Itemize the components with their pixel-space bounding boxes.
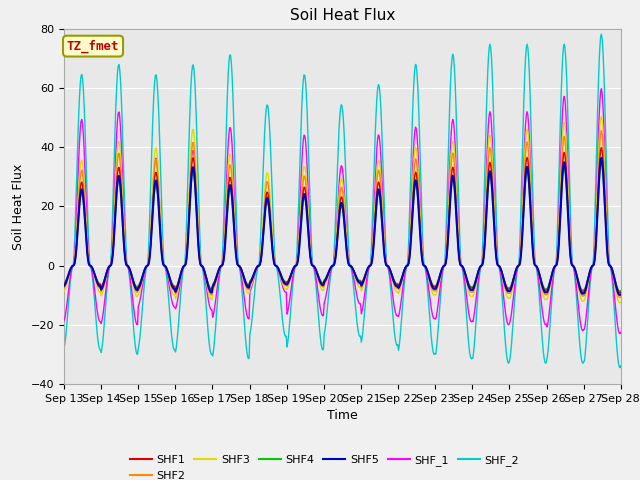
X-axis label: Time: Time [327,409,358,422]
SHF_1 [410,138,418,144]
SHF1 [60,281,68,287]
Line: SHF_1: SHF_1 [64,89,621,334]
SHF4 [127,271,135,276]
SHF_2 [184,175,192,180]
SHF1 [127,271,135,277]
SHF1 [214,271,221,276]
SHF3 [127,274,135,280]
SHF1 [426,277,434,283]
SHF2 [426,280,434,286]
SHF4 [214,270,221,276]
SHF2 [127,273,135,278]
SHF_2 [410,76,418,82]
SHF4 [70,262,78,268]
Line: SHF5: SHF5 [64,158,621,295]
Line: SHF1: SHF1 [64,147,621,293]
SHF5 [60,283,68,289]
SHF_1 [426,299,434,304]
SHF2 [60,285,68,291]
SHF3 [70,261,78,266]
SHF5 [617,291,625,297]
SHF_2 [616,365,624,371]
SHF4 [410,192,418,197]
Y-axis label: Soil Heat Flux: Soil Heat Flux [12,163,25,250]
SHF_1 [184,224,192,230]
SHF_2 [598,31,605,37]
Line: SHF2: SHF2 [64,131,621,298]
SHF3 [598,114,605,120]
SHF_2 [70,252,78,258]
SHF_1 [70,260,78,265]
SHF_1 [60,318,68,324]
SHF_1 [616,331,624,336]
SHF3 [617,299,625,305]
SHF3 [616,300,624,306]
SHF2 [410,168,418,174]
SHF5 [410,188,418,193]
SHF5 [214,272,221,277]
Line: SHF_2: SHF_2 [64,34,621,368]
SHF5 [70,262,78,268]
SHF2 [214,272,221,278]
SHF5 [598,155,605,161]
SHF1 [616,290,624,296]
SHF1 [617,289,625,295]
SHF4 [617,288,625,294]
Line: SHF4: SHF4 [64,163,621,291]
SHF5 [426,278,434,284]
SHF_2 [426,322,434,328]
Legend: SHF1, SHF2, SHF3, SHF4, SHF5, SHF_1, SHF_2: SHF1, SHF2, SHF3, SHF4, SHF5, SHF_1, SHF… [125,451,524,480]
SHF_2 [214,300,221,305]
SHF_1 [617,329,625,335]
SHF2 [617,294,625,300]
SHF1 [598,144,605,150]
SHF_2 [617,363,625,369]
SHF4 [598,160,605,166]
SHF3 [60,288,68,294]
SHF_1 [598,86,605,92]
SHF5 [184,238,192,243]
SHF1 [410,180,418,186]
SHF3 [184,217,192,223]
SHF4 [426,276,434,282]
SHF_1 [214,284,221,289]
SHF_1 [127,285,135,290]
SHF2 [184,231,192,237]
SHF3 [214,274,221,279]
Text: TZ_fmet: TZ_fmet [67,39,119,53]
SHF2 [616,295,624,300]
SHF4 [616,288,624,294]
SHF1 [70,262,78,268]
SHF3 [410,156,418,162]
SHF5 [127,272,135,277]
SHF2 [70,262,78,268]
Line: SHF3: SHF3 [64,117,621,303]
SHF4 [184,239,192,245]
SHF_2 [60,346,68,351]
SHF2 [598,128,605,133]
SHF4 [60,280,68,286]
SHF3 [426,283,434,288]
SHF5 [616,292,624,298]
Title: Soil Heat Flux: Soil Heat Flux [290,9,395,24]
SHF1 [184,235,192,241]
SHF_2 [127,296,135,301]
